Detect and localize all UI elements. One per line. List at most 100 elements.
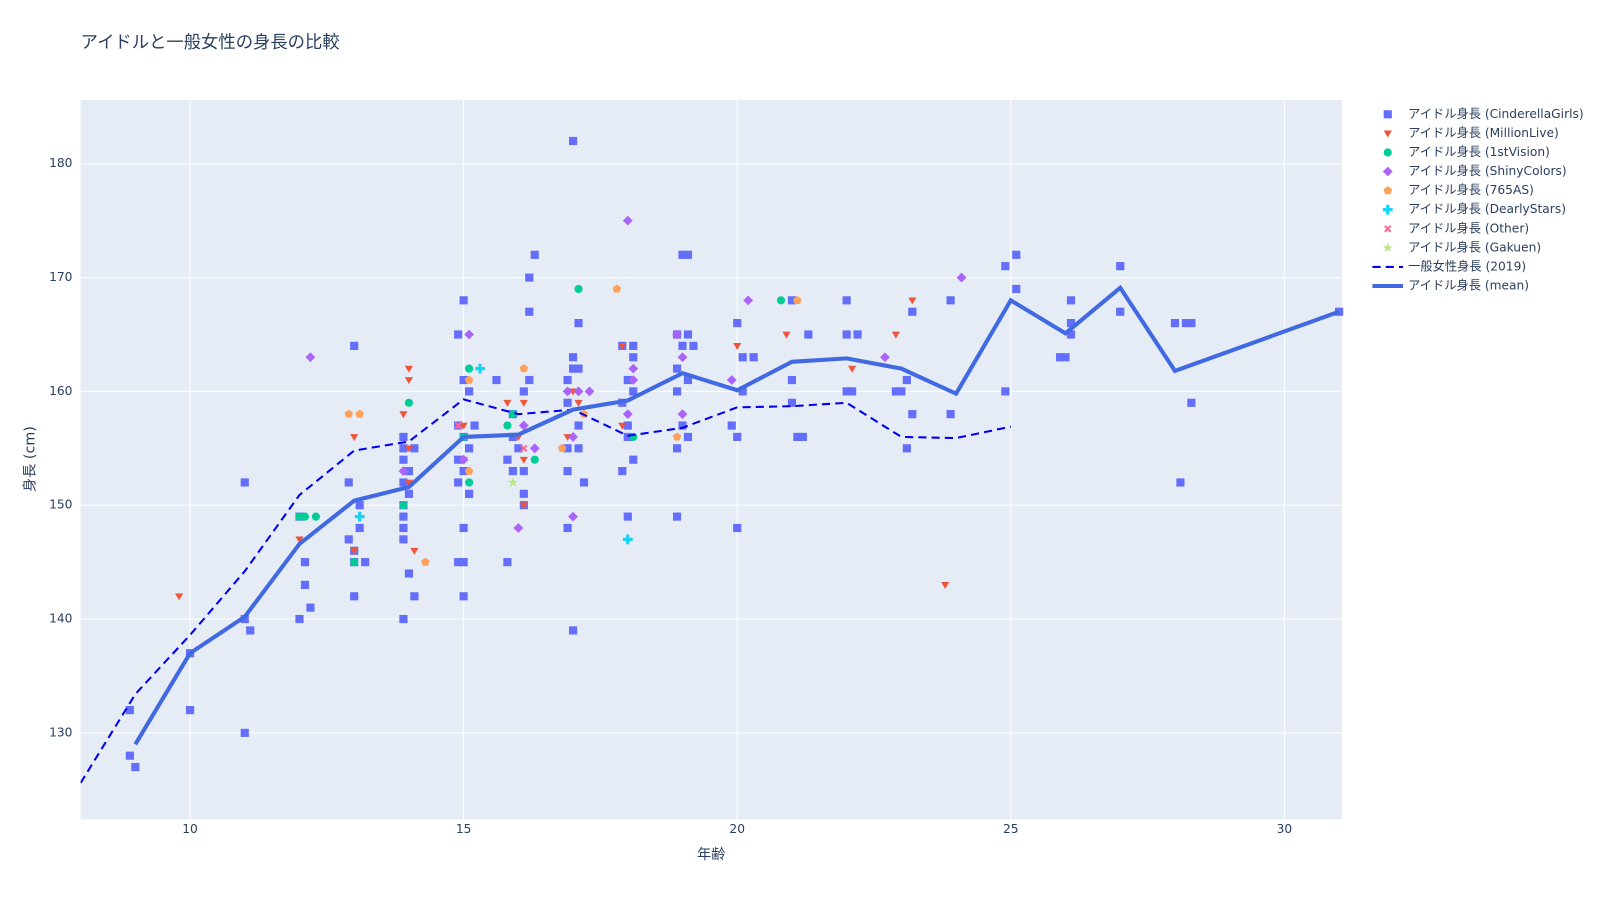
point: [240, 478, 249, 487]
legend-item[interactable]: アイドル身長 (765AS): [1383, 182, 1534, 197]
point: [848, 387, 857, 396]
point: [1176, 478, 1185, 487]
point: [683, 330, 693, 339]
point: [459, 558, 468, 567]
x-tick-label: 30: [1277, 822, 1293, 836]
point: [891, 387, 900, 396]
point: [1116, 307, 1125, 316]
legend-item[interactable]: アイドル身長 (Other): [1384, 220, 1529, 235]
point: [344, 478, 353, 487]
legend-item[interactable]: 一般女性身長 (2019): [1372, 258, 1526, 273]
point: [454, 330, 463, 339]
point: [311, 512, 320, 521]
point: [295, 536, 304, 544]
point: [733, 319, 742, 328]
legend-label: アイドル身長 (1stVision): [1408, 144, 1550, 159]
legend-item[interactable]: アイドル身長 (mean): [1372, 278, 1529, 293]
point: [459, 296, 468, 305]
point: [1187, 398, 1196, 407]
point: [738, 353, 747, 362]
legend-label: アイドル身長 (ShinyColors): [1408, 163, 1566, 178]
point: [749, 353, 758, 362]
point: [787, 375, 797, 385]
point: [355, 501, 364, 510]
point: [1170, 319, 1180, 328]
point: [908, 410, 917, 419]
point: [1012, 250, 1021, 259]
point: [399, 501, 408, 510]
y-tick-label: 140: [49, 612, 72, 626]
point: [618, 422, 627, 430]
point: [404, 365, 413, 373]
marks: [80, 136, 1344, 784]
y-tick-label: 180: [49, 156, 72, 170]
point: [410, 547, 419, 555]
point: [458, 454, 469, 465]
point: [508, 410, 517, 419]
point: [568, 353, 578, 362]
line: [133, 284, 1340, 746]
point: [470, 421, 479, 430]
point: [842, 296, 851, 305]
legend-item[interactable]: アイドル身長 (1stVision): [1383, 144, 1550, 159]
point: [727, 421, 736, 430]
point: [519, 466, 528, 476]
point: [350, 547, 359, 555]
point: [574, 421, 583, 430]
legend-label: アイドル身長 (765AS): [1408, 182, 1534, 197]
legend-swatch: [1383, 148, 1392, 157]
point: [464, 375, 474, 384]
point: [629, 455, 638, 464]
point: [475, 363, 485, 374]
legend-item[interactable]: アイドル身長 (DearlyStars): [1382, 201, 1566, 216]
x-tick-label: 15: [456, 822, 472, 836]
point: [574, 399, 583, 407]
legend-label: 一般女性身長 (2019): [1408, 258, 1526, 273]
point: [404, 445, 413, 453]
y-tick-label: 160: [49, 384, 72, 398]
point: [562, 386, 573, 397]
point: [525, 273, 534, 282]
point: [573, 386, 584, 397]
point: [344, 409, 353, 418]
point: [563, 523, 572, 533]
point: [568, 136, 578, 146]
point: [525, 307, 534, 316]
point: [465, 489, 474, 498]
point: [574, 364, 583, 373]
point: [908, 297, 917, 305]
point: [530, 250, 539, 259]
point: [902, 375, 911, 385]
legend-label: アイドル身長 (CinderellaGirls): [1408, 106, 1584, 121]
x-axis-title: 年齢: [697, 846, 726, 863]
point: [529, 443, 540, 454]
legend-item[interactable]: アイドル身長 (MillionLive): [1383, 125, 1559, 140]
point: [465, 444, 474, 453]
point: [404, 377, 413, 385]
point: [622, 409, 633, 420]
legend-item[interactable]: アイドル身長 (Gakuen): [1382, 239, 1541, 254]
legend-item[interactable]: アイドル身長 (CinderellaGirls): [1383, 106, 1584, 121]
legend-swatch: [1382, 166, 1393, 177]
point: [743, 295, 754, 306]
y-tick-label: 130: [49, 725, 72, 739]
point: [1061, 353, 1070, 362]
point: [629, 387, 638, 396]
point: [568, 511, 578, 522]
point: [399, 432, 408, 442]
point: [300, 580, 310, 589]
point: [125, 751, 134, 760]
point: [683, 375, 693, 385]
point: [574, 444, 583, 453]
point: [733, 523, 742, 533]
point: [399, 411, 408, 419]
point: [689, 341, 698, 350]
point: [459, 422, 468, 430]
point: [354, 511, 365, 522]
legend-item[interactable]: アイドル身長 (ShinyColors): [1382, 163, 1567, 178]
point: [344, 535, 353, 544]
point: [787, 296, 797, 305]
point: [404, 569, 413, 578]
y-tick-label: 170: [49, 270, 72, 284]
point: [563, 398, 572, 407]
